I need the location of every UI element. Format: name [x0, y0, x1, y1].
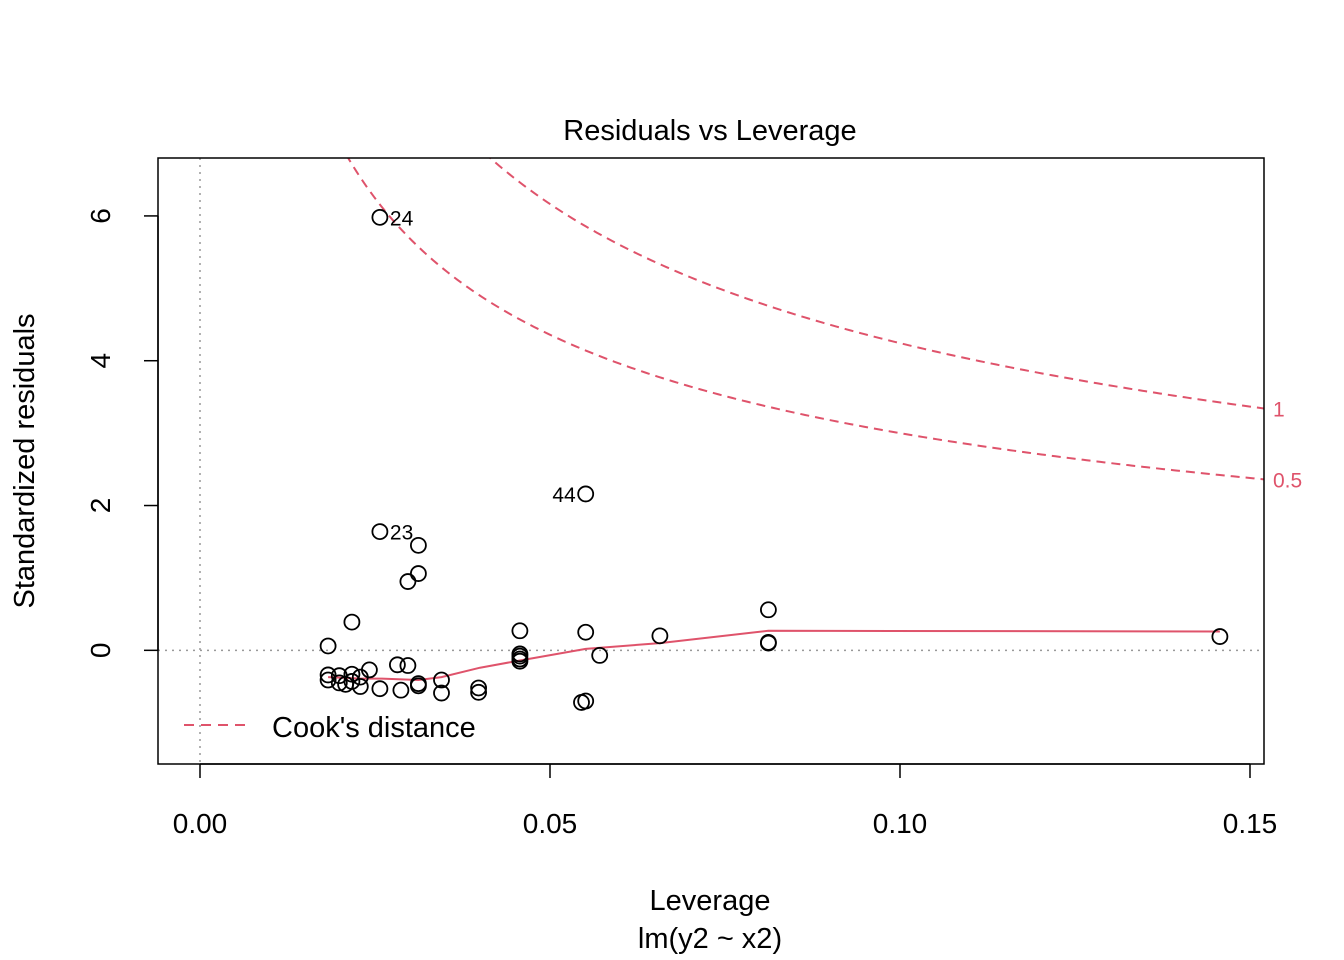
data-point	[351, 678, 369, 695]
cooks-contour-0.5	[347, 158, 1264, 481]
data-point	[392, 681, 410, 699]
y-tick-label: 2	[85, 498, 116, 514]
data-point	[760, 634, 777, 652]
data-point	[409, 536, 427, 554]
smoothed-trend-line	[328, 629, 1220, 682]
data-point	[319, 637, 337, 655]
point-label: 23	[390, 522, 413, 545]
data-point	[319, 666, 337, 684]
data-point	[319, 671, 337, 689]
data-point	[651, 627, 669, 645]
data-point	[371, 208, 389, 226]
data-point	[343, 613, 361, 631]
y-tick-label: 0	[85, 643, 116, 659]
chart-title: Residuals vs Leverage	[563, 115, 856, 147]
x-tick-label: 0.00	[173, 808, 228, 839]
x-tick-label: 0.10	[873, 808, 928, 839]
points-layer: 24 44 23	[319, 207, 1229, 711]
data-point	[573, 694, 590, 711]
data-point	[433, 684, 450, 702]
point-label: 44	[552, 484, 576, 507]
x-tick-label: 0.05	[523, 808, 578, 839]
data-point	[409, 565, 427, 582]
cooks-contour-1	[488, 158, 1264, 410]
data-point	[577, 485, 595, 503]
x-tick-label: 0.15	[1223, 808, 1278, 839]
data-point	[760, 601, 777, 619]
y-tick-label: 4	[85, 353, 116, 369]
y-axis: 0 2 4 6	[85, 208, 159, 659]
data-point	[399, 573, 417, 590]
data-point	[591, 647, 609, 664]
x-axis: 0.00 0.05 0.10 0.15	[173, 763, 1278, 839]
cooks-contour-label: 0.5	[1273, 469, 1302, 492]
x-axis-sublabel: lm(y2 ~ x2)	[638, 923, 782, 955]
data-point	[511, 622, 529, 640]
smooth-line-layer	[328, 629, 1220, 682]
reference-lines	[158, 158, 1264, 764]
data-point	[470, 683, 488, 701]
data-point	[577, 623, 595, 641]
data-point	[433, 671, 450, 689]
point-label: 24	[390, 207, 414, 230]
data-point	[409, 677, 427, 695]
data-point	[371, 680, 389, 698]
data-point	[371, 523, 389, 540]
data-point	[399, 657, 417, 674]
data-point	[388, 656, 406, 674]
data-point	[330, 674, 348, 692]
legend: Cook's distance	[184, 712, 476, 744]
y-tick-label: 6	[85, 208, 116, 224]
data-point	[351, 668, 369, 686]
legend-label: Cook's distance	[272, 712, 476, 744]
x-axis-label: Leverage	[650, 885, 771, 917]
cooks-contour-label: 1	[1273, 398, 1285, 421]
cooks-distance-contours: 0.51	[347, 158, 1302, 492]
y-axis-label: Standardized residuals	[9, 313, 41, 608]
data-point	[470, 679, 488, 697]
data-point	[511, 652, 529, 670]
data-point	[1211, 628, 1229, 645]
